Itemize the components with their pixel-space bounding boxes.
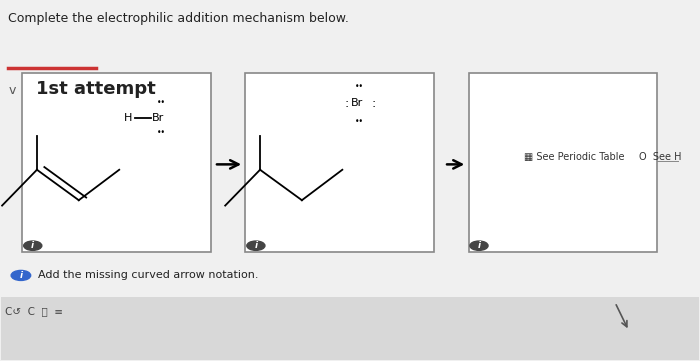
- Bar: [22, 73, 211, 252]
- Text: C↺  C  🔍  ≡: C↺ C 🔍 ≡: [5, 306, 63, 316]
- Text: :: :: [344, 97, 349, 110]
- Circle shape: [247, 241, 265, 250]
- Text: ••: ••: [158, 129, 167, 137]
- Text: Br: Br: [152, 113, 164, 123]
- Bar: [468, 73, 657, 252]
- Circle shape: [470, 241, 488, 250]
- Text: i: i: [254, 241, 258, 250]
- Text: Br: Br: [351, 99, 363, 109]
- Bar: [246, 73, 434, 252]
- Text: Complete the electrophilic addition mechanism below.: Complete the electrophilic addition mech…: [8, 12, 349, 25]
- Text: :: :: [372, 97, 376, 110]
- Text: H: H: [123, 113, 132, 123]
- Text: v: v: [8, 84, 15, 97]
- Text: ••: ••: [158, 98, 167, 107]
- Text: ▦ See Periodic Table: ▦ See Periodic Table: [524, 152, 625, 162]
- Circle shape: [24, 241, 42, 250]
- Text: 1st attempt: 1st attempt: [36, 80, 156, 98]
- Text: i: i: [32, 241, 34, 250]
- Circle shape: [11, 270, 31, 280]
- Text: ••: ••: [355, 82, 364, 91]
- Text: Add the missing curved arrow notation.: Add the missing curved arrow notation.: [38, 270, 258, 280]
- Text: O  See H: O See H: [639, 152, 682, 162]
- Text: i: i: [20, 271, 22, 280]
- Text: ••: ••: [355, 117, 364, 126]
- Text: i: i: [477, 241, 480, 250]
- Bar: [1, 297, 699, 360]
